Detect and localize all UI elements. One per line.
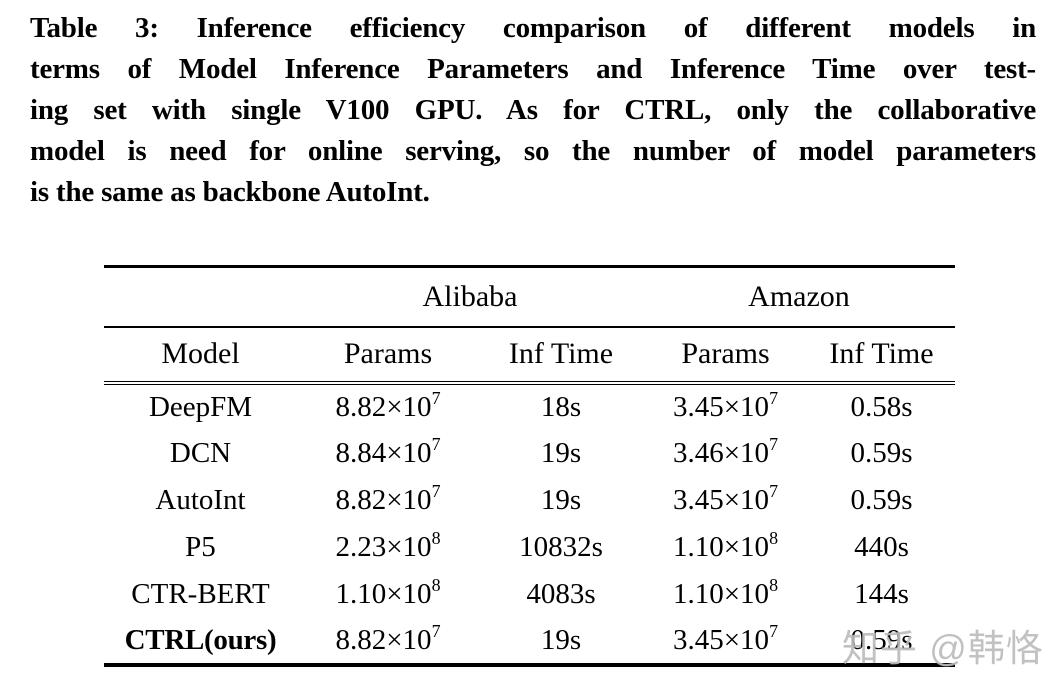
model-name-cell: P5: [185, 530, 216, 563]
exponent: 7: [769, 433, 779, 454]
table-row-autoint: AutoInt 8.82×107 19s 3.45×107 0.59s: [104, 477, 955, 524]
value-cell: 1.10×108: [672, 574, 779, 610]
caption-line: Table 3: Inference efficiency comparison…: [30, 12, 1036, 44]
caption-line: ing set with single V100 GPU. As for CTR…: [30, 94, 1036, 126]
table-row-ctrl-ours-: CTRL(ours) 8.82×107 19s 3.45×107 0.59s: [104, 618, 955, 665]
value-cell: 19s: [540, 483, 582, 516]
column-header-inf-time-4: Inf Time: [808, 326, 955, 385]
table-body: DeepFM 8.82×107 18s 3.45×107 0.58s DCN 8.84×10…: [104, 383, 955, 665]
dataset-header-amazon: Amazon: [643, 266, 955, 328]
value-cell: 8.84×107: [335, 433, 441, 469]
exponent: 7: [769, 620, 779, 641]
value-cell: 10832s: [519, 530, 603, 563]
exponent: 7: [769, 480, 779, 501]
exponent: 8: [431, 574, 441, 595]
value-cell: 0.59s: [850, 623, 913, 656]
value-cell: 0.59s: [850, 436, 913, 469]
exponent: 7: [431, 387, 441, 408]
dataset-group-header-row: Alibaba Amazon: [104, 266, 955, 328]
value-cell: 19s: [540, 436, 582, 469]
exponent: 7: [431, 433, 441, 454]
caption-line: is the same as backbone AutoInt.: [30, 176, 430, 208]
table-row-deepfm: DeepFM 8.82×107 18s 3.45×107 0.58s: [104, 383, 955, 430]
column-header-model-0: Model: [104, 326, 297, 385]
exponent: 8: [431, 527, 441, 548]
value-cell: 3.45×107: [672, 480, 779, 516]
column-header-params-1: Params: [297, 326, 479, 385]
table-row-ctr-bert: CTR-BERT 1.10×108 4083s 1.10×108 144s: [104, 571, 955, 618]
value-cell: 440s: [854, 530, 909, 563]
column-header-inf-time-2: Inf Time: [479, 326, 643, 385]
value-cell: 0.58s: [850, 390, 913, 423]
value-cell: 18s: [540, 390, 582, 423]
value-cell: 3.46×107: [672, 433, 779, 469]
model-name-cell: DeepFM: [148, 390, 253, 423]
model-name-cell: CTR-BERT: [131, 577, 270, 610]
exponent: 8: [769, 574, 779, 595]
model-name-cell: DCN: [169, 436, 232, 469]
value-cell: 1.10×108: [672, 527, 779, 563]
value-cell: 0.59s: [850, 483, 913, 516]
value-cell: 3.45×107: [672, 620, 779, 656]
value-cell: 8.82×107: [335, 480, 441, 516]
table-row-p5: P5 2.23×108 10832s 1.10×108 440s: [104, 524, 955, 571]
value-cell: 144s: [854, 577, 909, 610]
column-header-params-3: Params: [643, 326, 808, 385]
model-name-cell: AutoInt: [155, 483, 246, 516]
value-cell: 1.10×108: [335, 574, 441, 610]
table-head: Alibaba Amazon Model Params Inf Time Params In…: [104, 266, 955, 385]
table-row-dcn: DCN 8.84×107 19s 3.46×107 0.59s: [104, 430, 955, 477]
table-caption: Table 3: Inference efficiency comparison…: [30, 8, 1036, 213]
value-cell: 4083s: [526, 577, 596, 610]
exponent: 8: [769, 527, 779, 548]
model-name-cell: CTRL(ours): [124, 623, 277, 656]
dataset-header-empty: [104, 266, 297, 328]
exponent: 7: [431, 620, 441, 641]
value-cell: 8.82×107: [335, 620, 441, 656]
column-header-row: Model Params Inf Time Params Inf Time: [104, 326, 955, 385]
exponent: 7: [769, 387, 779, 408]
dataset-header-alibaba: Alibaba: [297, 266, 643, 328]
caption-line: model is need for online serving, so the…: [30, 135, 1036, 167]
caption-line: terms of Model Inference Parameters and …: [30, 53, 1036, 85]
exponent: 7: [431, 480, 441, 501]
value-cell: 2.23×108: [335, 527, 441, 563]
value-cell: 8.82×107: [335, 387, 441, 423]
table-wrapper: Alibaba Amazon Model Params Inf Time Params In…: [104, 265, 955, 667]
inference-efficiency-table: Alibaba Amazon Model Params Inf Time Params In…: [104, 265, 955, 667]
value-cell: 3.45×107: [672, 387, 779, 423]
value-cell: 19s: [540, 623, 582, 656]
